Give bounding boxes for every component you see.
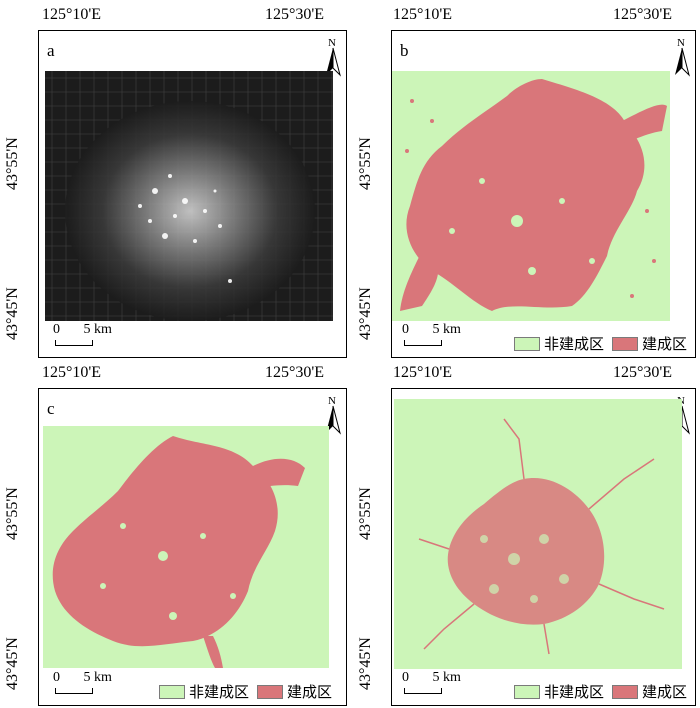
lon-label-d-left: 125°10'E [393, 364, 453, 381]
scale-bar-d: 0 5 km [402, 670, 461, 694]
lat-label-c-top: 43°55'N [4, 487, 21, 540]
legend-swatch-nonbuilt [514, 684, 540, 699]
legend-label-nonbuilt: 非建成区 [189, 685, 250, 701]
legend-label-nonbuilt: 非建成区 [544, 685, 605, 701]
svg-text:N: N [328, 37, 336, 49]
panel-d: d N 0 5 km 非建成区 建成区 [391, 388, 696, 706]
lat-label-d-bottom: 43°45'N [357, 637, 374, 690]
legend-swatch-built [612, 684, 639, 699]
scale-zero-d: 0 [402, 670, 409, 685]
scale-zero-b: 0 [402, 322, 409, 337]
scale-zero-c: 0 [53, 670, 60, 685]
lat-label-c-bottom: 43°45'N [4, 637, 21, 690]
legend-swatch-nonbuilt [159, 684, 185, 699]
scale-label-a: 5 km [83, 322, 112, 337]
lon-label-b-left: 125°10'E [393, 6, 453, 23]
lon-label-a-left: 125°10'E [42, 6, 102, 23]
scale-label-d: 5 km [432, 670, 461, 685]
legend-label-built: 建成区 [287, 685, 333, 701]
panel-c: c N 0 5 km 非建成区 建成区 [38, 388, 347, 706]
lat-label-b-top: 43°55'N [357, 137, 374, 190]
lat-label-a-top: 43°55'N [4, 137, 21, 190]
builtup-map-d [394, 399, 682, 669]
svg-text:N: N [677, 37, 685, 49]
lon-label-d-right: 125°30'E [613, 364, 673, 381]
lat-label-b-bottom: 43°45'N [357, 287, 374, 340]
builtup-map-b [392, 71, 670, 321]
legend-d: 非建成区 建成区 [514, 681, 687, 702]
panel-a: a N 0 5 km [38, 30, 347, 358]
scale-bar-b: 0 5 km [402, 322, 461, 346]
lon-label-b-right: 125°30'E [613, 6, 673, 23]
legend-b: 非建成区 建成区 [514, 333, 687, 354]
legend-swatch-built [257, 684, 284, 699]
builtup-map-c [43, 426, 329, 668]
lat-label-d-top: 43°55'N [357, 487, 374, 540]
scale-label-b: 5 km [432, 322, 461, 337]
legend-label-built: 建成区 [642, 337, 688, 353]
north-arrow-icon: N [326, 395, 341, 435]
lat-label-a-bottom: 43°45'N [4, 287, 21, 340]
legend-c: 非建成区 建成区 [159, 681, 332, 702]
legend-swatch-nonbuilt [514, 336, 540, 351]
svg-text:N: N [328, 395, 336, 407]
panel-b: b N 0 5 km 非建成区 建成区 [391, 30, 696, 358]
panel-label-c: c [47, 399, 55, 418]
legend-label-built: 建成区 [642, 685, 688, 701]
panel-label-a: a [47, 41, 55, 60]
scale-label-c: 5 km [83, 670, 112, 685]
lon-label-a-right: 125°30'E [265, 6, 325, 23]
scale-zero-a: 0 [53, 322, 60, 337]
north-arrow-icon: N [675, 37, 690, 77]
lon-label-c-right: 125°30'E [265, 364, 325, 381]
panel-label-b: b [400, 41, 409, 60]
legend-label-nonbuilt: 非建成区 [544, 337, 605, 353]
scale-bar-a: 0 5 km [53, 322, 112, 346]
scale-bar-c: 0 5 km [53, 670, 112, 694]
legend-swatch-built [612, 336, 639, 351]
nightlight-map [45, 71, 333, 321]
north-arrow-icon: N [326, 37, 341, 77]
lon-label-c-left: 125°10'E [42, 364, 102, 381]
